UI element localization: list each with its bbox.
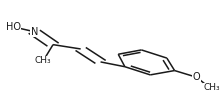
Text: CH₃: CH₃ xyxy=(204,83,221,92)
Text: HO: HO xyxy=(6,22,21,32)
Text: O: O xyxy=(193,72,200,82)
Text: CH₃: CH₃ xyxy=(35,56,51,65)
Text: N: N xyxy=(30,27,38,37)
